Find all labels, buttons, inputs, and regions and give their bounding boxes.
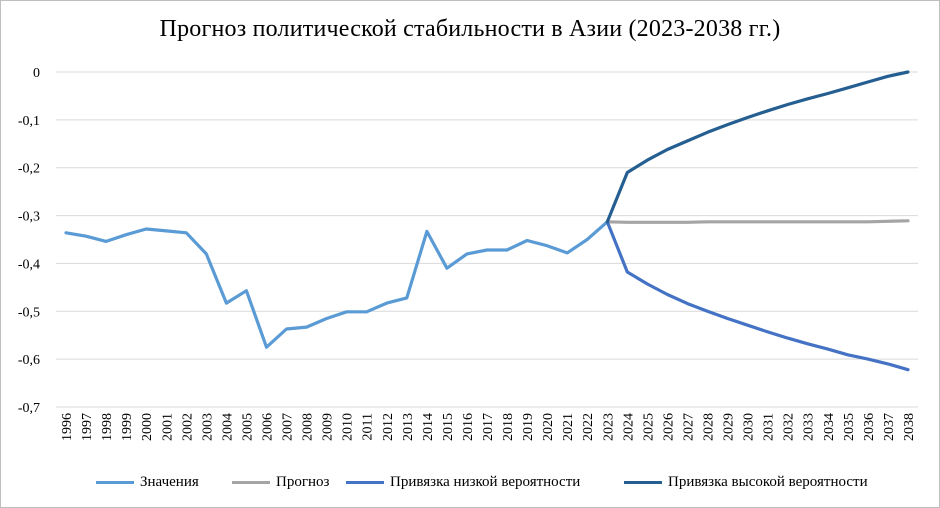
x-tick-label: 1997 [80,413,95,441]
y-tick-label: -0,7 [18,401,40,416]
legend-swatch-low [346,480,384,484]
y-tick-label: 0 [33,66,40,81]
x-tick-label: 2031 [762,413,777,441]
x-tick-label: 2028 [702,413,717,441]
x-tick-label: 2011 [361,413,376,440]
legend-swatch-values [96,480,134,484]
x-tick-label: 2034 [822,413,837,441]
legend-label-high: Привязка высокой вероятности [668,473,868,490]
y-tick-label: -0,2 [18,162,40,177]
x-tick-label: 2006 [260,413,275,441]
series-line-1 [605,219,910,224]
x-tick-label: 2002 [180,413,195,441]
x-tick-label: 2005 [240,413,255,441]
x-tick-label: 2030 [742,413,757,441]
x-tick-label: 2020 [541,413,556,441]
x-tick-label: 2013 [401,413,416,441]
x-tick-label: 2015 [441,413,456,441]
y-tick-label: -0,6 [18,353,40,368]
x-tick-label: 2019 [521,413,536,441]
x-tick-label: 2027 [681,413,696,441]
y-tick-label: -0,1 [18,114,40,129]
x-tick-label: 2017 [481,413,496,441]
x-tick-label: 2010 [341,413,356,441]
legend-label-low: Привязка низкой вероятности [390,473,581,490]
legend-item-high: Привязка высокой вероятности [624,470,868,494]
y-tick-label: -0,5 [18,305,40,320]
legend: Значения Прогноз Привязка низкой вероятн… [0,470,940,494]
legend-item-forecast: Прогноз [232,470,329,494]
series-line-3 [605,70,910,224]
series-line-0 [64,220,609,349]
legend-label-forecast: Прогноз [276,473,330,490]
y-tick-label: -0,4 [18,257,40,272]
x-tick-label: 2018 [501,413,516,441]
x-tick-label: 2035 [842,413,857,441]
legend-swatch-high [624,480,662,484]
legend-item-values: Значения [96,470,199,494]
x-tick-label: 2026 [661,413,676,441]
x-tick-label: 2004 [220,413,235,441]
x-tick-label: 1999 [120,413,135,441]
x-tick-label: 2023 [601,413,616,441]
x-tick-label: 2016 [461,413,476,441]
x-tick-label: 2021 [561,413,576,441]
x-tick-label: 2022 [581,413,596,441]
x-tick-label: 2009 [321,413,336,441]
legend-item-low: Привязка низкой вероятности [346,470,580,494]
x-tick-label: 2032 [782,413,797,441]
x-tick-label: 2024 [621,413,636,441]
x-tick-label: 1998 [100,413,115,441]
x-tick-label: 2001 [160,413,175,441]
series-line-2 [605,220,910,372]
x-tick-label: 2038 [902,413,917,441]
legend-label-values: Значения [140,473,199,490]
x-tick-label: 2012 [381,413,396,441]
legend-swatch-forecast [232,480,270,484]
x-tick-label: 2025 [641,413,656,441]
x-tick-label: 1996 [60,413,75,441]
y-tick-label: -0,3 [18,210,40,225]
x-axis-ticks: 1996 1997 1998 1999 2000 2001 2002 2003 2004 2005… [60,413,917,441]
series-lines [64,70,910,372]
x-tick-label: 2014 [421,413,436,441]
x-tick-label: 2036 [862,413,877,441]
y-axis-ticks: 0 -0,1 -0,2 -0,3 -0,4 -0,5 -0,6 -0,7 [18,66,40,416]
x-tick-label: 2033 [802,413,817,441]
x-tick-label: 2003 [200,413,215,441]
chart-title: Прогноз политической стабильности в Азии… [159,16,781,42]
x-tick-label: 2037 [882,413,897,441]
x-tick-label: 2000 [140,413,155,441]
x-tick-label: 2007 [281,413,296,441]
gridlines [56,71,918,408]
x-tick-label: 2029 [722,413,737,441]
x-tick-label: 2008 [301,413,316,441]
